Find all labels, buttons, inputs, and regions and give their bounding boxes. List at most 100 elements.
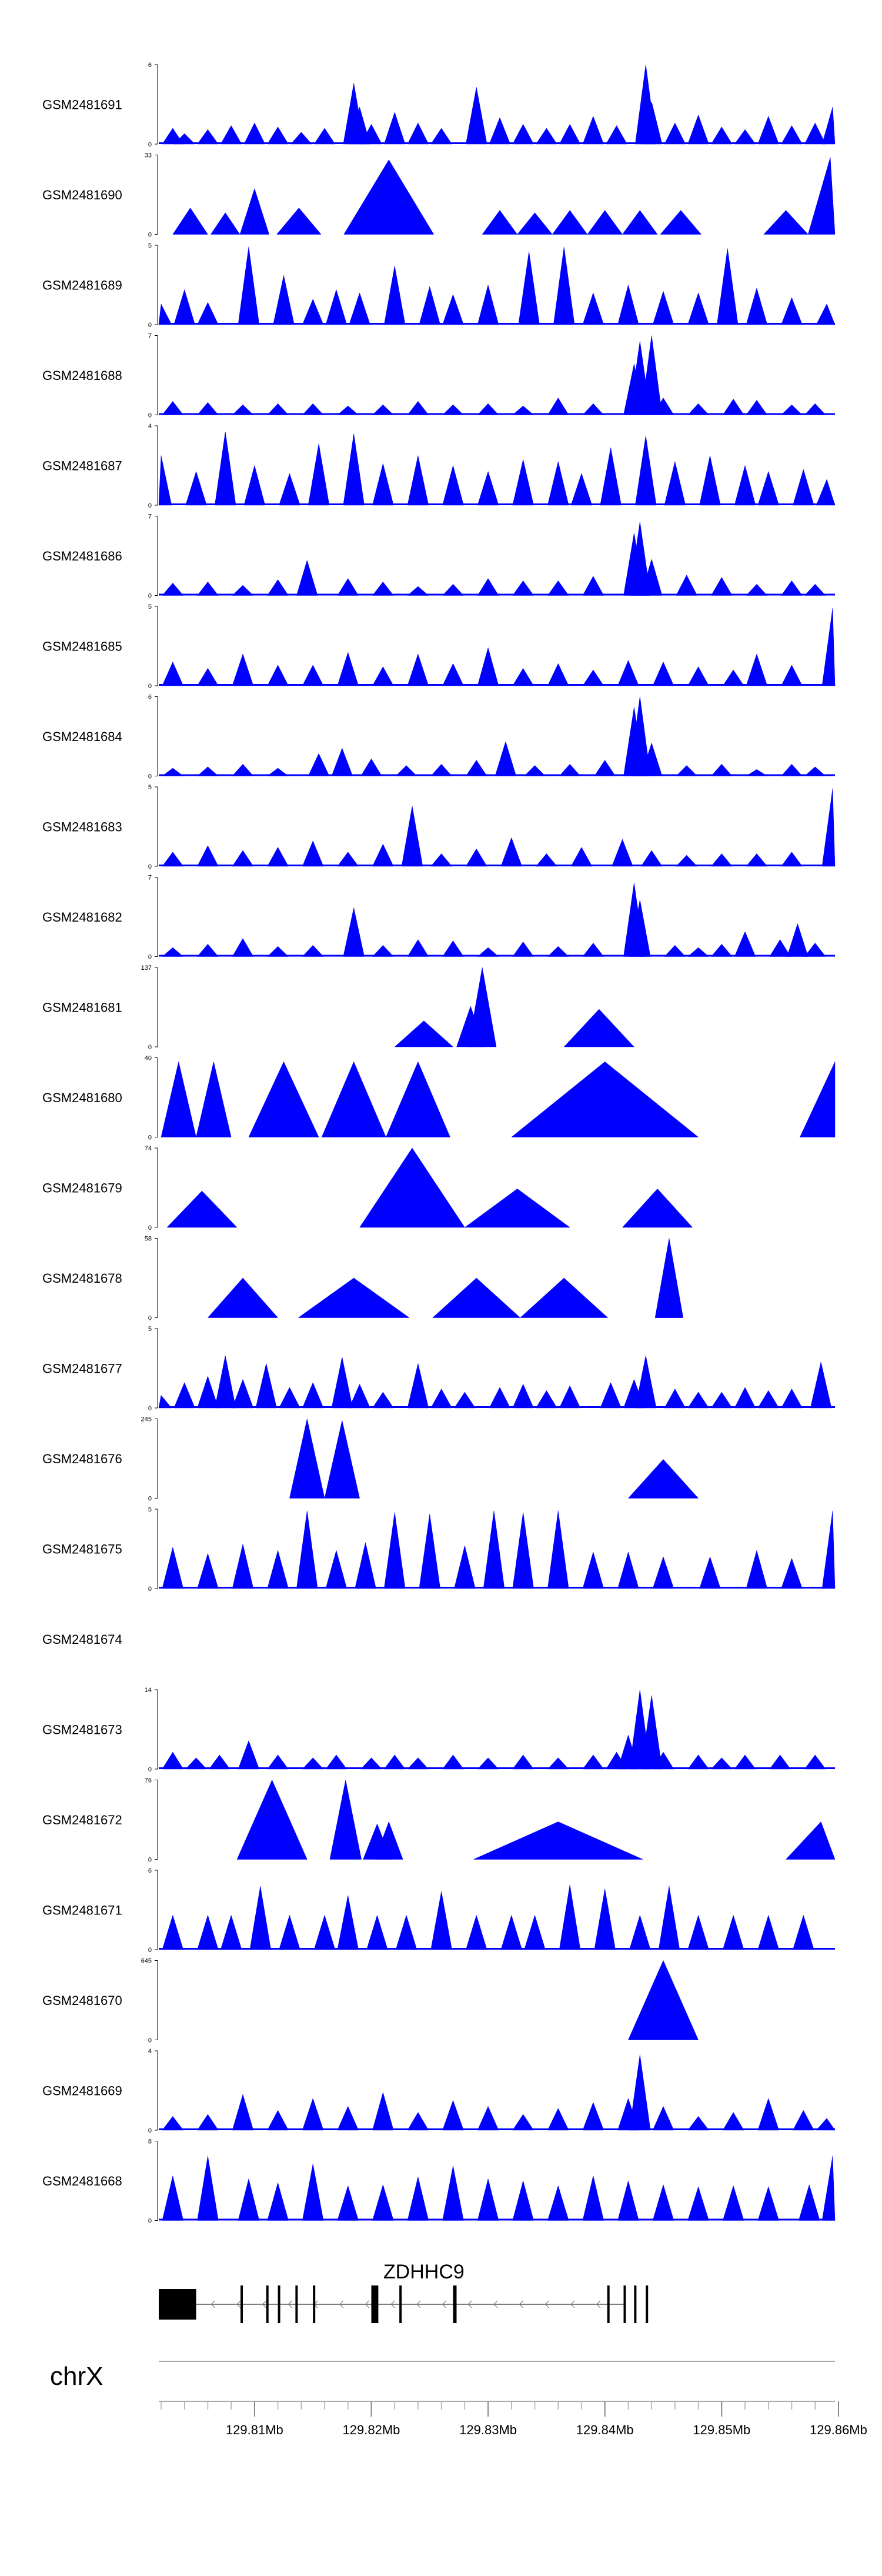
y-min-label: 0 (148, 1224, 152, 1232)
coverage-peak (687, 1754, 709, 1770)
coverage-baseline (159, 1948, 835, 1950)
y-min-label: 0 (148, 683, 152, 690)
coverage-peak (442, 2165, 464, 2221)
track-name: GSM2481688 (42, 368, 122, 383)
track: GSM2481677 5 0 (42, 1326, 835, 1412)
coverage-peak (215, 1355, 236, 1409)
coverage-peak (349, 1383, 370, 1409)
coverage-peak (162, 401, 184, 415)
coverage-peak (325, 289, 348, 325)
coverage-peak (220, 125, 242, 145)
coverage-peak (617, 284, 639, 325)
coverage-peak (746, 1550, 768, 1589)
coverage-peak (512, 2114, 534, 2131)
coverage-peak (407, 122, 429, 145)
coverage-peak (781, 125, 803, 145)
coverage-peak (185, 471, 207, 506)
coverage-peak (239, 188, 270, 235)
coverage-peak (465, 848, 487, 867)
coverage-peak (536, 853, 557, 867)
track: GSM2481673 14 0 (42, 1687, 835, 1773)
coverage-peak (337, 2185, 359, 2221)
coverage-peak (232, 653, 254, 686)
coverage-peak (547, 2108, 569, 2131)
coverage-peak (477, 647, 499, 686)
coverage-peak (430, 1389, 452, 1409)
coverage-peak (722, 2185, 744, 2221)
strand-chevron (339, 2300, 344, 2308)
exon (634, 2285, 637, 2323)
coverage-peak (512, 124, 534, 145)
track: GSM2481680 40 0 (42, 1055, 836, 1142)
coverage-peak (547, 1510, 569, 1589)
coverage-peak (162, 582, 184, 596)
coverage-peak (594, 1888, 616, 1950)
coverage-peak (654, 1238, 684, 1318)
y-min-label: 0 (148, 1586, 152, 1593)
track-name: GSM2481678 (42, 1271, 122, 1286)
coverage-peak (717, 248, 739, 325)
tick-label: 129.82Mb (343, 2422, 400, 2437)
exon (278, 2285, 280, 2323)
coverage-peak (582, 669, 604, 686)
y-max-label: 4 (148, 2048, 152, 2055)
coverage-peak (660, 210, 702, 235)
coverage-peak (197, 129, 219, 145)
tick-label: 129.86Mb (810, 2422, 867, 2437)
coverage-peak (395, 1914, 417, 1950)
coverage-peak (587, 210, 623, 235)
exon (313, 2285, 316, 2323)
coverage-baseline (159, 774, 835, 776)
coverage-peak (640, 850, 663, 867)
strand-chevron (493, 2300, 498, 2308)
coverage-peak (158, 1394, 172, 1409)
coverage-peak (734, 129, 756, 145)
coverage-peak (710, 943, 733, 957)
coverage-baseline (159, 1767, 835, 1769)
coverage-peak (442, 2100, 464, 2131)
coverage-peak (483, 1510, 505, 1589)
coverage-peak (547, 2185, 569, 2221)
coverage-peak (355, 1542, 376, 1589)
y-max-label: 4 (148, 423, 152, 430)
exon (295, 2285, 298, 2323)
coverage-peak (563, 1009, 634, 1047)
coverage-peak (166, 1190, 238, 1228)
coverage-baseline (159, 2128, 835, 2130)
coverage-peak (594, 760, 616, 776)
gene-label: ZDHHC9 (383, 2261, 465, 2283)
coverage-peak (711, 577, 733, 596)
exon (453, 2285, 457, 2323)
coverage-baseline (159, 142, 835, 144)
coverage-peak (248, 1061, 319, 1137)
y-min-label: 0 (148, 773, 152, 780)
y-min-label: 0 (148, 1857, 152, 1864)
coverage-peak (757, 2186, 780, 2221)
coverage-peak (220, 1914, 242, 1950)
y-max-label: 7 (148, 513, 152, 520)
coverage-peak (512, 1383, 534, 1409)
y-min-label: 0 (148, 954, 152, 961)
coverage-peak (687, 666, 709, 686)
coverage-peak (582, 2175, 604, 2221)
coverage-peak (430, 763, 453, 776)
coverage-peak (687, 292, 709, 325)
coverage-peak (821, 1510, 836, 1589)
coverage-peak (652, 661, 674, 686)
track: GSM2481670 645 0 (42, 1958, 699, 2044)
y-min-label: 0 (148, 412, 152, 419)
coverage-peak (816, 303, 836, 325)
coverage-peak (477, 578, 499, 596)
coverage-peak (372, 463, 394, 506)
track-name: GSM2481676 (42, 1451, 122, 1466)
coverage-peak (325, 1754, 348, 1770)
track-name: GSM2481680 (42, 1090, 122, 1105)
coverage-peak (547, 461, 569, 506)
coverage-peak (466, 1914, 487, 1950)
coverage-peak (699, 1556, 721, 1589)
coverage-peak (267, 579, 289, 596)
coverage-peak (600, 448, 622, 506)
strand-chevron (211, 2300, 215, 2308)
coverage-peak (821, 2155, 836, 2221)
coverage-peak (232, 938, 254, 957)
